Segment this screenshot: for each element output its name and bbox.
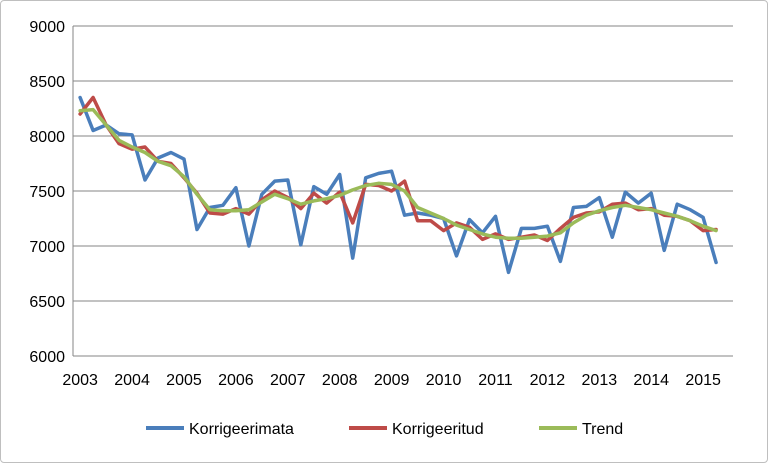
x-tick-label: 2008 bbox=[322, 372, 358, 389]
series-line-korrigeerimata bbox=[78, 95, 718, 275]
axes bbox=[72, 26, 733, 357]
x-tick-label: 2003 bbox=[62, 372, 98, 389]
legend-label-trend: Trend bbox=[582, 421, 623, 438]
x-tick-label: 2015 bbox=[685, 372, 721, 389]
x-tick-label: 2010 bbox=[426, 372, 462, 389]
legend-label-korrigeerimata: Korrigeerimata bbox=[189, 421, 294, 438]
x-tick-labels: 2003 2004 2005 2006 2007 2008 2009 2010 2011 2012… bbox=[62, 372, 721, 389]
y-tick-label: 7500 bbox=[29, 184, 65, 201]
series-line-trend bbox=[78, 107, 718, 241]
y-tick-label: 7000 bbox=[29, 239, 65, 256]
y-tick-label: 6500 bbox=[29, 294, 65, 311]
x-tick-label: 2004 bbox=[114, 372, 150, 389]
x-tick-label: 2013 bbox=[582, 372, 618, 389]
y-tick-label: 8500 bbox=[29, 74, 65, 91]
x-tick-label: 2006 bbox=[218, 372, 254, 389]
series-lines bbox=[78, 95, 718, 275]
x-tick-label: 2005 bbox=[166, 372, 202, 389]
y-tick-labels: 6000 6500 7000 7500 8000 8500 9000 bbox=[29, 19, 65, 366]
legend-label-korrigeeritud: Korrigeeritud bbox=[392, 421, 484, 438]
y-tick-label: 9000 bbox=[29, 19, 65, 36]
legend: Korrigeerimata Korrigeeritud Trend bbox=[146, 421, 623, 438]
x-tick-label: 2012 bbox=[530, 372, 566, 389]
y-tick-label: 6000 bbox=[29, 349, 65, 366]
y-tick-label: 8000 bbox=[29, 129, 65, 146]
x-tick-label: 2007 bbox=[270, 372, 306, 389]
x-tick-label: 2009 bbox=[374, 372, 410, 389]
x-tick-label: 2011 bbox=[478, 372, 513, 389]
x-tick-label: 2014 bbox=[633, 372, 669, 389]
